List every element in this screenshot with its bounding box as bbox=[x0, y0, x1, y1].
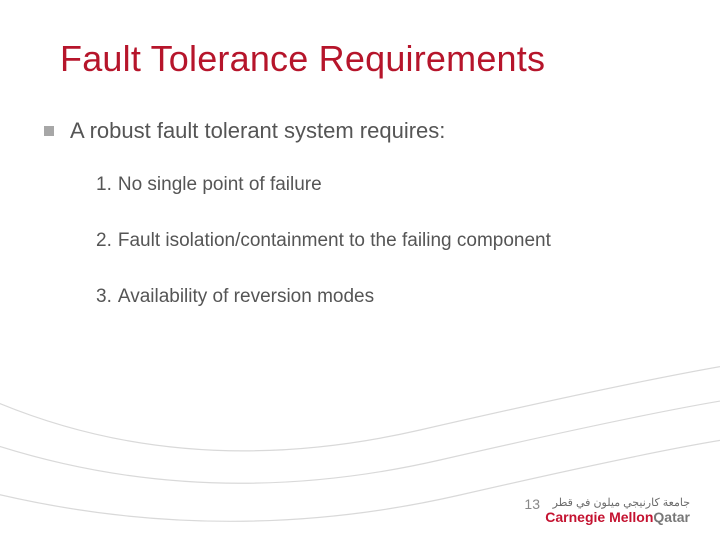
list-item: 1. No single point of failure bbox=[96, 174, 670, 196]
intro-bullet-row: A robust fault tolerant system requires: bbox=[44, 118, 670, 144]
list-item-text: Availability of reversion modes bbox=[118, 286, 374, 308]
list-item-number: 3. bbox=[96, 286, 112, 308]
logo-qatar: Qatar bbox=[653, 509, 690, 525]
intro-bullet-text: A robust fault tolerant system requires: bbox=[70, 118, 445, 144]
slide-title: Fault Tolerance Requirements bbox=[60, 38, 670, 80]
logo-arabic-text: جامعة كارنيجي ميلون في قطر bbox=[545, 498, 690, 509]
page-number: 13 bbox=[524, 496, 540, 512]
ordered-list: 1. No single point of failure 2. Fault i… bbox=[96, 174, 670, 308]
list-item-text: No single point of failure bbox=[118, 174, 322, 196]
list-item-number: 1. bbox=[96, 174, 112, 196]
list-item-number: 2. bbox=[96, 230, 112, 252]
list-item: 3. Availability of reversion modes bbox=[96, 286, 670, 308]
list-item: 2. Fault isolation/containment to the fa… bbox=[96, 230, 670, 252]
square-bullet-icon bbox=[44, 126, 54, 136]
logo-carnegie-mellon: Carnegie Mellon bbox=[545, 509, 653, 525]
slide: Fault Tolerance Requirements A robust fa… bbox=[0, 0, 720, 540]
list-item-text: Fault isolation/containment to the faili… bbox=[118, 230, 551, 252]
logo-english-text: Carnegie MellonQatar bbox=[545, 510, 690, 524]
cmu-qatar-logo: جامعة كارنيجي ميلون في قطر Carnegie Mell… bbox=[545, 498, 690, 524]
